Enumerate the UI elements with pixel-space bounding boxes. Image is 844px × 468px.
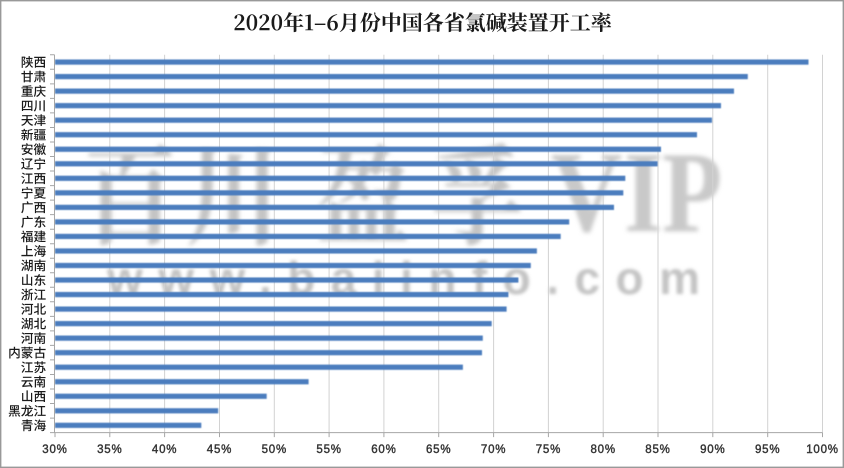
svg-text:80%: 80%: [590, 444, 615, 456]
svg-text:30%: 30%: [42, 444, 67, 456]
svg-text:65%: 65%: [426, 444, 451, 456]
svg-text:55%: 55%: [316, 444, 341, 456]
svg-text:85%: 85%: [645, 444, 670, 456]
svg-text:40%: 40%: [152, 444, 177, 456]
svg-text:60%: 60%: [371, 444, 396, 456]
svg-text:35%: 35%: [97, 444, 122, 456]
svg-text:45%: 45%: [207, 444, 232, 456]
svg-text:70%: 70%: [481, 444, 506, 456]
svg-text:75%: 75%: [536, 444, 561, 456]
svg-text:100%: 100%: [806, 444, 839, 456]
svg-text:50%: 50%: [262, 444, 287, 456]
svg-text:90%: 90%: [700, 444, 725, 456]
svg-text:P: P: [662, 128, 722, 256]
svg-text:95%: 95%: [755, 444, 780, 456]
